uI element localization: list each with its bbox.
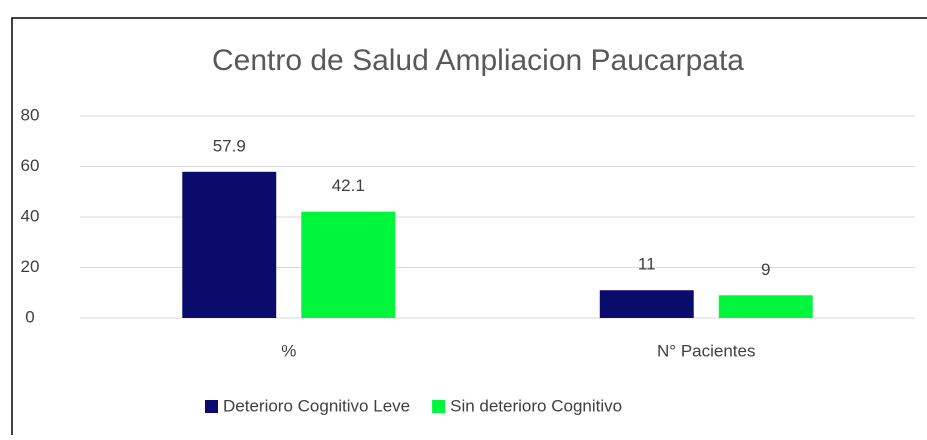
data-label: 57.9 (213, 136, 246, 155)
y-tick-label: 60 (21, 156, 40, 175)
legend-label: Deterioro Cognitivo Leve (223, 396, 410, 415)
y-tick-label: 80 (21, 105, 40, 124)
y-tick-label: 40 (21, 206, 40, 225)
data-label: 11 (638, 255, 656, 274)
bar (182, 171, 277, 318)
chart-border (11, 17, 927, 440)
legend-label: Sin deterioro Cognitivo (450, 396, 622, 415)
bar (599, 290, 694, 318)
y-tick-label: 0 (25, 307, 34, 326)
x-tick-label: % (281, 341, 296, 360)
legend-swatch (205, 400, 218, 413)
y-tick-label: 20 (21, 257, 40, 276)
x-tick-label: N° Pacientes (657, 341, 755, 360)
data-label: 9 (761, 260, 770, 279)
bar (301, 211, 396, 318)
data-label: 42.1 (332, 176, 365, 195)
bar (718, 295, 813, 318)
legend-swatch (432, 400, 446, 413)
chart-title: Centro de Salud Ampliacion Paucarpata (212, 44, 744, 77)
